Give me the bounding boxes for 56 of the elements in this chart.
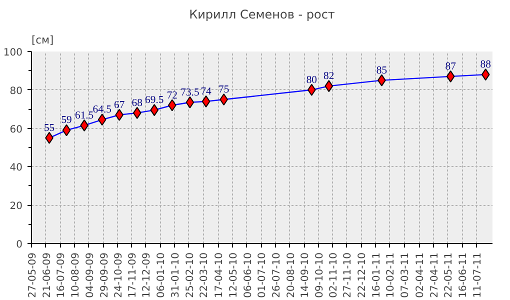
data-label: 85 [376, 65, 388, 76]
data-label: 88 [480, 60, 491, 71]
x-tick-label: 07-03-11 [400, 252, 412, 298]
y-tick-label: 40 [10, 162, 23, 174]
y-axis-title: [см] [32, 34, 54, 46]
x-tick-label: 06-01-10 [156, 252, 168, 298]
x-tick-label: 01-07-10 [257, 252, 268, 298]
data-label: 82 [324, 71, 334, 82]
data-label: 75 [218, 84, 230, 96]
x-tick-label: 12-05-10 [228, 252, 240, 298]
chart-title: Кирилл Семенов - рост [189, 8, 335, 22]
x-tick-label: 02-04-11 [415, 252, 426, 298]
data-label: 80 [306, 74, 317, 86]
x-tick-label: 09-10-10 [314, 252, 326, 298]
x-tick-label: 25-02-10 [184, 252, 196, 298]
x-tick-label: 27-05-09 [28, 252, 38, 298]
data-label: 68 [132, 98, 142, 109]
data-label: 64.5 [92, 104, 112, 116]
y-tick-label: 100 [3, 48, 23, 58]
x-tick-label: 26-07-10 [271, 252, 282, 298]
x-tick-label: 16-07-09 [56, 252, 68, 298]
x-tick-label: 22-12-10 [357, 252, 368, 298]
data-label: 87 [445, 61, 457, 72]
data-label: 73.5 [180, 87, 200, 98]
x-tick-label: 22-05-11 [444, 252, 455, 298]
y-tick-label: 0 [16, 240, 23, 250]
data-label: 69.5 [145, 95, 164, 106]
data-label: 61.5 [74, 110, 94, 122]
x-tick-label: 29-09-09 [99, 252, 110, 298]
x-tick-label: 11-07-11 [472, 252, 484, 298]
x-tick-label: 31-01-10 [170, 252, 182, 298]
y-tick-label: 60 [10, 124, 23, 136]
data-label: 74 [200, 86, 212, 98]
x-tick-label: 16-01-11 [371, 252, 382, 298]
x-tick-label: 17-11-09 [127, 252, 138, 298]
y-tick-label: 20 [10, 201, 23, 212]
x-tick-label: 10-02-11 [386, 252, 397, 298]
x-tick-label: 02-11-10 [328, 252, 340, 298]
x-tick-label: 17-04-10 [214, 252, 226, 298]
data-label: 72 [166, 90, 178, 102]
x-tick-label: 20-08-10 [286, 252, 297, 298]
data-label: 55 [44, 122, 55, 134]
x-tick-label: 21-06-09 [42, 252, 53, 298]
x-tick-label: 22-03-10 [199, 252, 210, 298]
data-label: 67 [114, 100, 126, 111]
x-tick-label: 24-10-09 [114, 252, 125, 298]
data-label: 59 [61, 115, 72, 126]
x-tick-label: 04-09-09 [84, 252, 96, 298]
x-tick-label: 06-06-10 [242, 252, 254, 298]
x-tick-label: 27-04-11 [429, 252, 440, 298]
x-tick-label: 14-09-10 [300, 252, 312, 298]
y-tick-label: 80 [10, 86, 23, 97]
x-tick-label: 27-11-10 [342, 252, 354, 298]
x-tick-label: 10-08-09 [70, 252, 82, 298]
x-tick-label: 12-12-09 [142, 252, 153, 298]
x-tick-label: 16-06-11 [458, 252, 470, 298]
